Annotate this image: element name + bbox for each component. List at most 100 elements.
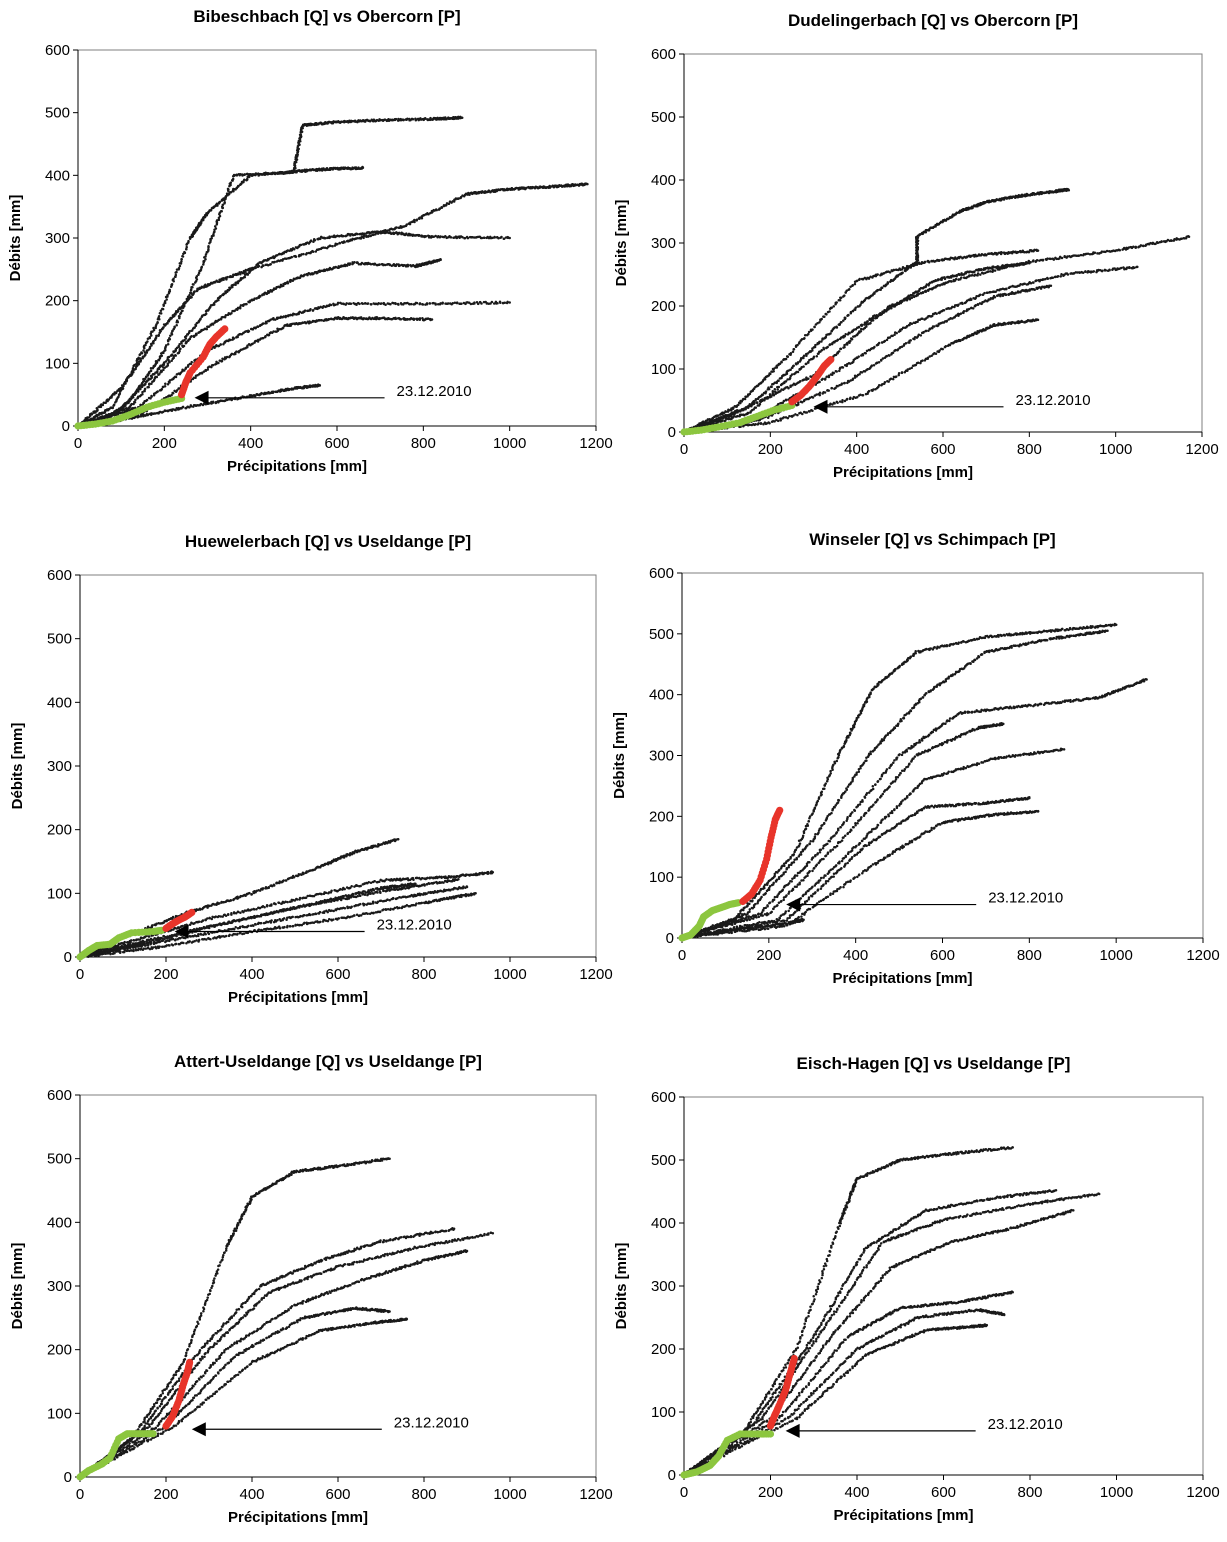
data-point: [586, 183, 589, 186]
data-point: [440, 206, 443, 209]
data-point: [293, 278, 296, 281]
data-point: [181, 309, 184, 312]
data-point: [397, 303, 400, 306]
data-point: [320, 319, 323, 322]
x-tick-label: 200: [152, 435, 177, 452]
data-point: [439, 235, 442, 238]
data-point: [829, 332, 832, 335]
data-point: [185, 248, 188, 251]
data-point: [235, 350, 238, 353]
data-point: [491, 301, 494, 304]
data-point: [353, 261, 356, 264]
data-point: [938, 259, 941, 262]
data-point: [454, 301, 457, 304]
data-point: [395, 318, 398, 321]
data-point: [797, 371, 800, 374]
data-point: [206, 368, 209, 371]
data-point: [207, 245, 210, 248]
data-point: [134, 401, 137, 404]
data-point: [370, 303, 373, 306]
data-point: [139, 404, 142, 407]
data-point: [358, 303, 361, 306]
data-point: [217, 362, 220, 365]
data-point: [419, 317, 422, 320]
data-point: [312, 309, 315, 312]
data-point: [117, 396, 120, 399]
data-point: [402, 119, 405, 122]
y-axis-label: Débits [mm]: [7, 195, 24, 282]
x-tick-label: 400: [238, 435, 263, 452]
data-point: [212, 401, 215, 404]
data-point: [384, 303, 387, 306]
data-point: [336, 243, 339, 246]
data-point: [221, 325, 228, 332]
data-point: [1067, 188, 1070, 191]
y-tick-label: 500: [45, 105, 70, 122]
data-point: [525, 187, 528, 190]
data-point: [193, 290, 196, 293]
data-point: [137, 390, 140, 393]
data-point: [776, 388, 779, 391]
y-tick-label: 300: [651, 235, 676, 252]
data-point: [160, 312, 163, 315]
data-point: [165, 298, 168, 301]
data-point: [506, 301, 509, 304]
data-point: [851, 284, 854, 287]
data-point: [496, 302, 499, 305]
data-point: [778, 386, 781, 389]
data-point: [341, 120, 344, 123]
data-point: [291, 256, 294, 259]
data-point: [407, 265, 410, 268]
data-point: [439, 259, 442, 262]
data-point: [493, 236, 496, 239]
data-point: [406, 318, 409, 321]
data-point: [767, 386, 770, 389]
data-point: [434, 302, 437, 305]
data-point: [881, 286, 884, 289]
data-point: [910, 297, 913, 300]
data-point: [419, 302, 422, 305]
data-point: [461, 116, 464, 119]
data-point: [460, 303, 463, 306]
data-point: [302, 253, 305, 256]
data-point: [790, 352, 793, 355]
data-point: [349, 262, 352, 265]
data-point: [300, 244, 303, 247]
data-point: [345, 302, 348, 305]
data-point: [101, 404, 104, 407]
data-point: [413, 319, 416, 322]
data-point: [497, 237, 500, 240]
data-point: [499, 301, 502, 304]
x-tick-label: 400: [844, 441, 869, 458]
data-point: [747, 412, 750, 415]
data-point: [835, 326, 838, 329]
data-point: [206, 328, 209, 331]
data-point: [389, 303, 392, 306]
data-point: [285, 315, 288, 318]
data-point: [156, 321, 159, 324]
data-point: [427, 317, 430, 320]
data-point: [329, 236, 332, 239]
data-point: [190, 288, 193, 291]
data-point: [192, 283, 195, 286]
data-point: [410, 303, 413, 306]
data-point: [413, 219, 416, 222]
data-point: [172, 277, 175, 280]
data-point: [179, 265, 182, 268]
data-point: [139, 388, 142, 391]
chart-dudelingerbach: 0 200 400 600 800 1000 12000100200300400500600…: [613, 11, 1219, 481]
data-point: [185, 246, 188, 249]
data-point: [813, 326, 816, 329]
data-point: [300, 133, 303, 136]
data-point: [172, 392, 175, 395]
data-point: [153, 329, 156, 332]
data-point: [226, 276, 229, 279]
data-point: [1037, 249, 1040, 252]
data-point: [168, 337, 171, 340]
chart-bibeschbach: 0 200 400 600 800 1000 12000100200300400500600…: [7, 7, 613, 475]
y-tick-label: 100: [651, 361, 676, 378]
data-point: [182, 255, 185, 258]
data-point: [295, 255, 298, 258]
data-point: [802, 365, 805, 368]
data-point: [175, 271, 178, 274]
